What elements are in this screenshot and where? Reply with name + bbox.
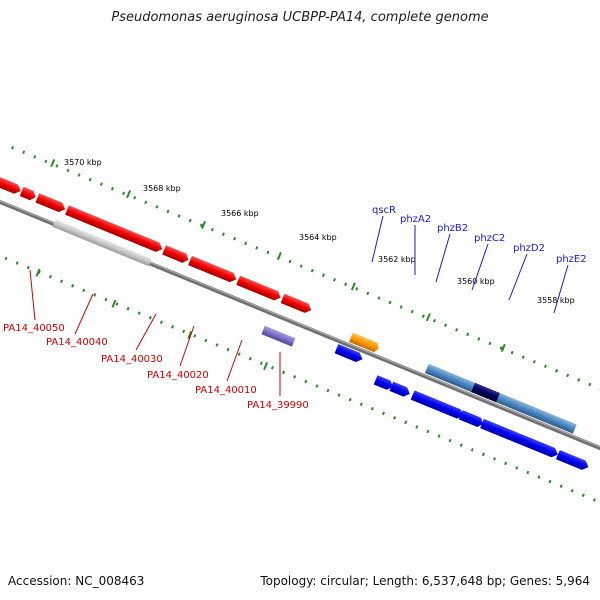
- gene-label[interactable]: phzB2: [437, 223, 468, 234]
- red-gene-labels: PA14_40050 PA14_40040 PA14_40030 PA14_40…: [3, 323, 309, 411]
- accession-info: Accession: NC_008463: [8, 574, 144, 588]
- scale-tick: [126, 190, 132, 199]
- gene-label[interactable]: PA14_40010: [195, 385, 257, 396]
- blue-label-leaders: [371, 215, 569, 314]
- gene-reverse[interactable]: [480, 418, 560, 459]
- leader-line: [226, 339, 243, 382]
- scale-tick: [50, 159, 56, 168]
- gene-label[interactable]: PA14_40030: [101, 354, 163, 365]
- gene-label[interactable]: phzA2: [400, 214, 431, 225]
- scale-tick: [201, 220, 206, 230]
- gene-forward[interactable]: [280, 293, 313, 315]
- gene-forward[interactable]: [65, 205, 164, 253]
- inner-tick: [263, 361, 269, 371]
- accession-label: Accession:: [8, 574, 72, 588]
- gene-forward[interactable]: [19, 186, 38, 202]
- gene-label[interactable]: phzE2: [556, 254, 587, 265]
- topology-label: Topology:: [260, 574, 317, 588]
- gene-phz-operon[interactable]: [424, 363, 577, 434]
- scale-label: 3566 kbp: [221, 209, 259, 218]
- forward-genes: [0, 176, 577, 434]
- gene-label[interactable]: qscR: [372, 205, 396, 216]
- inner-tick: [111, 299, 117, 308]
- length-value: 6,537,648 bp: [421, 574, 502, 588]
- scale-tick: [425, 313, 431, 322]
- red-label-leaders: [29, 269, 281, 396]
- gene-reverse[interactable]: [334, 344, 365, 364]
- blue-gene-labels: qscR phzA2 phzB2 phzC2 phzD2 phzE2: [372, 205, 587, 265]
- accession-value: NC_008463: [75, 574, 145, 588]
- leader-line: [74, 293, 94, 335]
- gene-qscR[interactable]: [349, 332, 381, 354]
- gene-reverse[interactable]: [389, 381, 411, 399]
- gene-label[interactable]: PA14_40020: [147, 370, 209, 381]
- scale-label: 3564 kbp: [299, 233, 337, 242]
- outer-ruler: [11, 145, 600, 419]
- gene-label[interactable]: PA14_39990: [247, 400, 309, 411]
- leader-line: [508, 253, 528, 301]
- leader-line: [435, 233, 451, 283]
- genes-value: 5,964: [555, 574, 590, 588]
- inner-ruler-dots: [0, 243, 600, 516]
- length-label: Length:: [372, 574, 419, 588]
- leader-line: [371, 215, 384, 263]
- leader-line: [553, 264, 569, 314]
- gene-forward[interactable]: [162, 245, 190, 264]
- inner-ruler: [0, 243, 600, 516]
- scale-label: 3570 kbp: [64, 158, 102, 167]
- scale-label: 3560 kbp: [457, 277, 495, 286]
- scale-tick: [276, 251, 282, 261]
- gene-rna[interactable]: [261, 325, 296, 347]
- gene-forward[interactable]: [188, 255, 238, 284]
- reverse-genes: [334, 344, 590, 472]
- leader-line: [29, 269, 36, 321]
- gene-forward[interactable]: [236, 275, 282, 303]
- outer-ruler-dots: [11, 145, 600, 419]
- gene-reverse[interactable]: [458, 410, 485, 428]
- gene-forward[interactable]: [0, 176, 23, 196]
- gene-forward[interactable]: [35, 193, 67, 214]
- inner-tick: [187, 330, 193, 340]
- leader-line: [135, 313, 157, 351]
- gene-label[interactable]: phzD2: [513, 243, 545, 254]
- scale-label: 3568 kbp: [143, 184, 181, 193]
- genome-title: Pseudomonas aeruginosa UCBPP-PA14, compl…: [111, 10, 489, 25]
- genome-stats: Topology: circular; Length: 6,537,648 bp…: [260, 574, 590, 588]
- gene-reverse[interactable]: [555, 449, 590, 472]
- gene-label[interactable]: phzC2: [474, 233, 505, 244]
- scale-label: 3562 kbp: [378, 255, 416, 264]
- genes-label: Genes:: [509, 574, 552, 588]
- inner-tick: [35, 268, 41, 277]
- leader-line: [179, 325, 195, 367]
- scale-labels: 3570 kbp 3568 kbp 3566 kbp 3564 kbp 3562…: [64, 158, 575, 305]
- leader-line: [471, 243, 489, 291]
- gene-reverse[interactable]: [410, 390, 466, 420]
- gene-pseudo[interactable]: [52, 219, 152, 267]
- topology-value: circular: [320, 574, 365, 588]
- scale-tick: [500, 343, 506, 352]
- gene-label[interactable]: PA14_40040: [46, 337, 108, 348]
- gene-label[interactable]: PA14_40050: [3, 323, 65, 334]
- gene-phzC2[interactable]: [471, 382, 500, 403]
- scale-tick: [350, 282, 356, 291]
- gene-reverse[interactable]: [373, 375, 395, 391]
- scale-label: 3558 kbp: [537, 296, 575, 305]
